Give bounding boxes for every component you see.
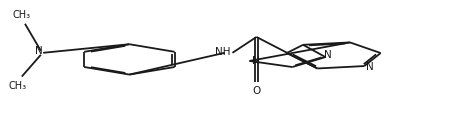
Text: NH: NH xyxy=(215,47,230,57)
Text: N: N xyxy=(366,62,374,72)
Text: CH₃: CH₃ xyxy=(8,81,26,91)
Text: O: O xyxy=(252,86,261,96)
Text: CH₃: CH₃ xyxy=(12,10,30,20)
Text: N: N xyxy=(35,46,43,56)
Text: N: N xyxy=(324,50,331,60)
Text: N: N xyxy=(252,56,260,66)
